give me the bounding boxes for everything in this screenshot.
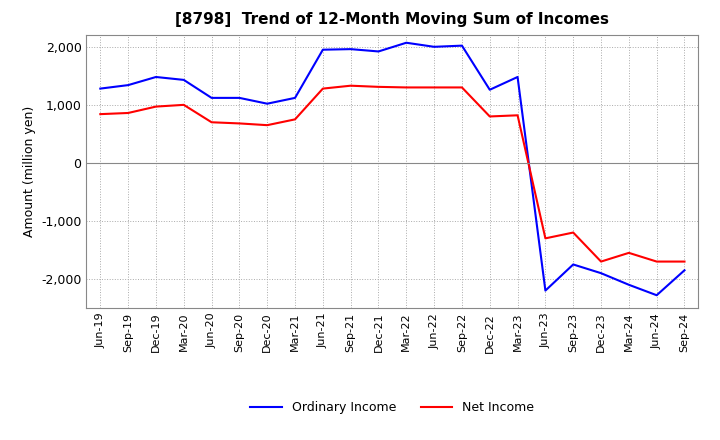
Ordinary Income <box>152 74 161 80</box>
Ordinary Income <box>346 47 355 52</box>
Legend: Ordinary Income, Net Income: Ordinary Income, Net Income <box>246 396 539 419</box>
Net Income <box>179 102 188 107</box>
Net Income <box>124 110 132 116</box>
Ordinary Income <box>624 282 633 287</box>
Net Income <box>430 85 438 90</box>
Net Income <box>513 113 522 118</box>
Net Income <box>318 86 327 91</box>
Net Income <box>235 121 243 126</box>
Line: Ordinary Income: Ordinary Income <box>100 43 685 295</box>
Net Income <box>485 114 494 119</box>
Ordinary Income <box>318 47 327 52</box>
Ordinary Income <box>291 95 300 100</box>
Ordinary Income <box>263 101 271 106</box>
Ordinary Income <box>179 77 188 83</box>
Ordinary Income <box>430 44 438 49</box>
Net Income <box>652 259 661 264</box>
Net Income <box>597 259 606 264</box>
Ordinary Income <box>485 87 494 92</box>
Net Income <box>207 120 216 125</box>
Ordinary Income <box>541 288 550 293</box>
Ordinary Income <box>680 268 689 273</box>
Net Income <box>402 85 410 90</box>
Ordinary Income <box>569 262 577 267</box>
Title: [8798]  Trend of 12-Month Moving Sum of Incomes: [8798] Trend of 12-Month Moving Sum of I… <box>176 12 609 27</box>
Y-axis label: Amount (million yen): Amount (million yen) <box>22 106 35 237</box>
Ordinary Income <box>402 40 410 45</box>
Ordinary Income <box>458 43 467 48</box>
Line: Net Income: Net Income <box>100 86 685 261</box>
Net Income <box>263 122 271 128</box>
Net Income <box>346 83 355 88</box>
Net Income <box>541 236 550 241</box>
Net Income <box>458 85 467 90</box>
Net Income <box>680 259 689 264</box>
Net Income <box>96 111 104 117</box>
Net Income <box>291 117 300 122</box>
Net Income <box>569 230 577 235</box>
Ordinary Income <box>124 82 132 88</box>
Net Income <box>624 250 633 256</box>
Net Income <box>374 84 383 89</box>
Net Income <box>152 104 161 109</box>
Ordinary Income <box>652 293 661 298</box>
Ordinary Income <box>597 271 606 276</box>
Ordinary Income <box>513 74 522 80</box>
Ordinary Income <box>207 95 216 100</box>
Ordinary Income <box>235 95 243 100</box>
Ordinary Income <box>374 49 383 54</box>
Ordinary Income <box>96 86 104 91</box>
